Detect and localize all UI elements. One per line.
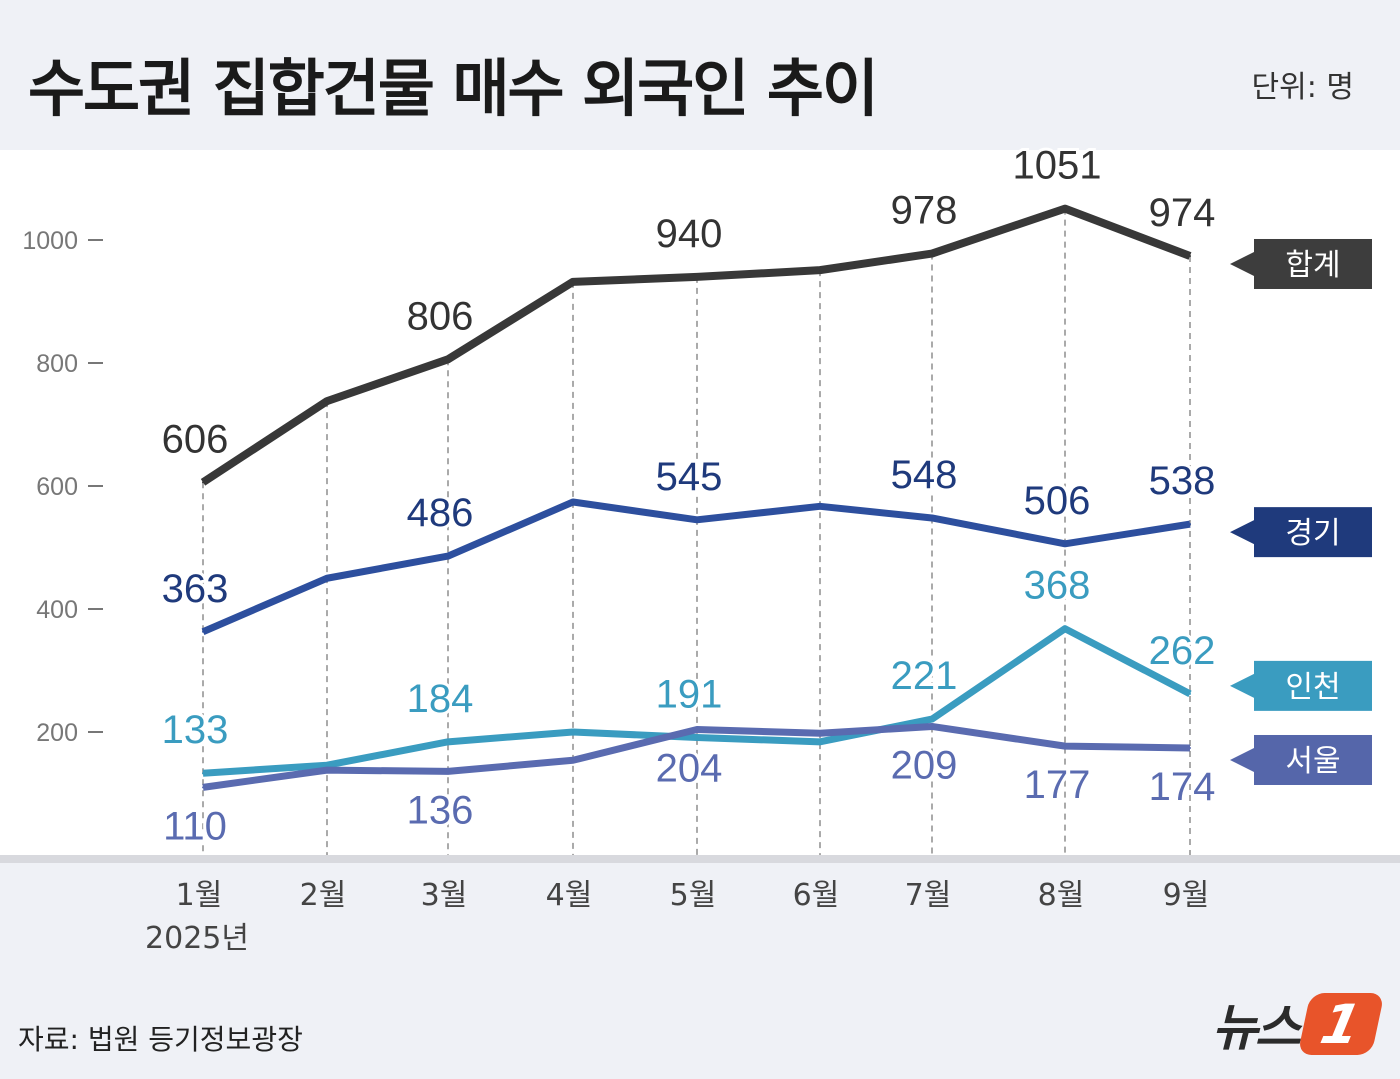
data-label: 262 — [1149, 629, 1216, 673]
data-point — [447, 770, 449, 773]
data-point — [326, 769, 328, 772]
legend-pointer — [1230, 673, 1254, 698]
data-point — [572, 759, 574, 762]
unit-label: 단위: 명 — [1251, 70, 1354, 105]
x-tick-label: 6월 — [793, 878, 840, 913]
legend-인천: 인천 — [1230, 660, 1372, 711]
legend-box — [1254, 238, 1372, 289]
data-point — [819, 269, 821, 272]
data-label: 209 — [891, 743, 958, 787]
x-tick-label: 8월 — [1038, 878, 1085, 913]
data-point — [326, 400, 328, 403]
data-point — [447, 358, 449, 361]
legend-합계: 합계 — [1230, 238, 1372, 289]
y-tick-label: 1000 — [22, 227, 78, 255]
data-label: 486 — [407, 491, 474, 535]
data-point — [931, 725, 933, 728]
x-tick-label: 4월 — [546, 878, 593, 913]
legend-pointer — [1230, 251, 1254, 276]
legend-pointer — [1230, 747, 1254, 772]
data-point — [819, 732, 821, 735]
legend-box — [1254, 660, 1372, 711]
news1-logo: 뉴스 1 — [1212, 988, 1385, 1060]
data-point — [696, 275, 698, 278]
legend-pointer — [1230, 520, 1254, 545]
data-label: 368 — [1024, 564, 1091, 608]
data-point — [202, 630, 204, 633]
data-point — [819, 505, 821, 508]
data-point — [202, 786, 204, 789]
legend-label: 서울 — [1285, 744, 1340, 779]
data-label: 133 — [162, 708, 229, 752]
x-tick-label: 3월 — [421, 878, 468, 913]
y-tick-label: 800 — [36, 350, 78, 378]
legend-box — [1254, 734, 1372, 785]
data-label: 538 — [1149, 459, 1216, 503]
legend-label: 합계 — [1285, 248, 1340, 283]
data-point — [931, 252, 933, 255]
legend-label: 경기 — [1285, 516, 1340, 551]
legend-경기: 경기 — [1230, 507, 1372, 558]
data-label: 806 — [407, 294, 474, 338]
data-point — [819, 740, 821, 743]
data-point — [1064, 627, 1066, 630]
data-label: 545 — [656, 455, 723, 499]
data-label: 548 — [891, 453, 958, 497]
data-label: 974 — [1149, 191, 1216, 235]
legend-label: 인천 — [1285, 670, 1340, 705]
data-point — [447, 740, 449, 743]
data-point — [572, 731, 574, 733]
data-label: 1051 — [1013, 144, 1102, 188]
data-point — [572, 280, 574, 283]
data-label: 940 — [656, 212, 723, 256]
data-label: 191 — [656, 673, 723, 717]
data-label: 221 — [891, 654, 958, 698]
data-point — [1064, 745, 1066, 748]
x-tick-label: 9월 — [1163, 878, 1210, 913]
data-label: 184 — [407, 677, 474, 721]
data-point — [696, 518, 698, 521]
legend-box — [1254, 507, 1372, 558]
data-point — [1189, 523, 1191, 526]
x-tick-label: 5월 — [670, 878, 717, 913]
data-label: 978 — [891, 189, 958, 233]
legend-서울: 서울 — [1230, 734, 1372, 785]
data-label: 174 — [1149, 765, 1216, 809]
data-label: 506 — [1024, 479, 1091, 523]
baseline — [0, 855, 1400, 863]
y-tick-label: 200 — [36, 719, 78, 747]
data-label: 204 — [656, 747, 723, 791]
data-label: 363 — [162, 567, 229, 611]
data-point — [447, 555, 449, 558]
y-tick-label: 400 — [36, 596, 78, 624]
logo-text: 뉴스 — [1212, 999, 1301, 1057]
data-label: 136 — [407, 788, 474, 832]
data-point — [931, 516, 933, 519]
data-label: 110 — [163, 804, 227, 848]
data-point — [931, 718, 933, 721]
chart-title: 수도권 집합건물 매수 외국인 추이 — [28, 52, 879, 125]
data-point — [1064, 542, 1066, 545]
data-point — [572, 500, 574, 503]
y-tick-label: 600 — [36, 473, 78, 501]
data-point — [696, 736, 698, 739]
x-tick-label: 7월 — [905, 878, 952, 913]
x-tick-label: 1월 — [176, 878, 223, 913]
data-label: 177 — [1024, 763, 1091, 807]
data-point — [202, 772, 204, 775]
data-point — [1064, 207, 1066, 210]
x-year-label: 2025년 — [145, 921, 249, 956]
data-point — [1189, 692, 1191, 695]
data-point — [1189, 746, 1191, 749]
data-point — [1189, 254, 1191, 257]
logo-mark: 1 — [1297, 993, 1385, 1056]
data-point — [202, 481, 204, 484]
data-label: 606 — [162, 417, 229, 461]
data-point — [696, 728, 698, 731]
data-point — [326, 577, 328, 580]
source-text: 자료: 법원 등기정보광장 — [18, 1023, 303, 1056]
x-tick-label: 2월 — [300, 878, 347, 913]
data-point — [326, 764, 328, 767]
